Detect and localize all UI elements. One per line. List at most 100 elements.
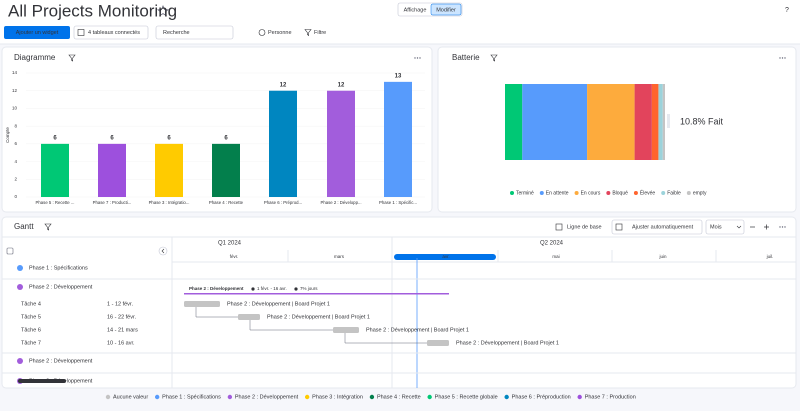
legend-label: Phase 5 : Recette globale: [435, 394, 498, 400]
menu-dot[interactable]: [784, 57, 786, 59]
help-button[interactable]: ?: [785, 7, 789, 14]
bar[interactable]: [155, 143, 183, 197]
menu-dot[interactable]: [781, 57, 784, 59]
y-tick-label: 6: [14, 141, 17, 146]
boards-button[interactable]: [73, 25, 149, 40]
value-label: 6: [110, 135, 114, 141]
zoom-in[interactable]: [764, 224, 769, 230]
page-title: All Projects Monitoring: [8, 1, 177, 20]
star-icon[interactable]: [156, 4, 170, 17]
legend-dot: [504, 394, 509, 400]
search-placeholder[interactable]: Recherche: [163, 30, 190, 36]
battery-segment[interactable]: [505, 84, 523, 160]
search-box[interactable]: [155, 25, 234, 40]
legend-dot: [304, 394, 310, 400]
menu-dot[interactable]: [779, 226, 781, 228]
task-bar-label: Phase 2 : Développement | Board Projet 1: [456, 340, 559, 346]
y-tick-label: 4: [14, 159, 17, 164]
battery-segment[interactable]: [587, 84, 635, 160]
filter-button[interactable]: Filtre: [314, 30, 326, 36]
bar[interactable]: [269, 90, 297, 197]
menu-dot[interactable]: [414, 57, 416, 59]
summary-dot: [251, 287, 255, 291]
legend-dot: [633, 191, 638, 195]
toggle-option[interactable]: Modifier: [436, 7, 456, 13]
task-dates: 10 - 16 avr.: [107, 340, 135, 346]
value-label: 12: [280, 82, 287, 88]
legend-dot: [574, 191, 579, 195]
person-icon[interactable]: [258, 29, 266, 36]
x-tick-label: Phase 7 : Producti...: [93, 200, 132, 205]
filter-icon[interactable]: [68, 54, 76, 62]
button-label[interactable]: 4 tableaux connectés: [88, 30, 140, 36]
task-bar[interactable]: [238, 314, 260, 320]
legend-dot: [105, 394, 111, 400]
month-label: avr.: [442, 254, 449, 259]
task-label[interactable]: Tâche 4: [21, 301, 41, 307]
menu-dot[interactable]: [784, 226, 786, 228]
group-label[interactable]: Phase 1 : Spécifications: [29, 265, 88, 271]
legend-label: Phase 6 : Préproduction: [512, 394, 571, 400]
task-label[interactable]: Tâche 7: [21, 340, 41, 346]
menu-dot[interactable]: [781, 226, 784, 228]
baseline-toggle[interactable]: Ligne de base: [567, 224, 602, 230]
scroll-left[interactable]: [158, 246, 168, 256]
person-filter[interactable]: Personne: [268, 30, 292, 36]
quarter-label: Q1 2024: [218, 241, 242, 247]
filter-icon[interactable]: [304, 29, 312, 37]
baseline-icon[interactable]: [555, 223, 563, 231]
value-label: 6: [224, 135, 228, 141]
value-label: 6: [53, 135, 57, 141]
bar[interactable]: [98, 143, 126, 197]
collapse-icon[interactable]: [6, 247, 14, 255]
task-bar[interactable]: [333, 327, 359, 333]
bar[interactable]: [327, 90, 355, 197]
bar[interactable]: [41, 143, 69, 197]
scale-value[interactable]: Mois: [710, 224, 722, 230]
task-dates: 14 - 21 mars: [107, 327, 138, 333]
menu-dot[interactable]: [779, 57, 781, 59]
add-widget-button[interactable]: [4, 26, 70, 39]
task-bar[interactable]: [427, 340, 449, 346]
y-tick-label: 8: [14, 123, 17, 128]
battery-segment[interactable]: [662, 84, 665, 160]
battery-segment[interactable]: [522, 84, 588, 160]
filter-icon[interactable]: [490, 54, 498, 62]
bar[interactable]: [212, 143, 240, 197]
battery-segment[interactable]: [651, 84, 659, 160]
value-label: 6: [167, 135, 171, 141]
widget-title: Batterie: [452, 53, 480, 62]
task-bar-label: Phase 2 : Développement | Board Projet 1: [227, 301, 330, 307]
toggle-option[interactable]: Affichage: [404, 7, 427, 13]
help-ring[interactable]: [781, 4, 793, 16]
bar[interactable]: [384, 81, 412, 197]
legend-label: En cours: [581, 190, 601, 196]
group-label[interactable]: Phase 2 : Développement: [29, 358, 93, 364]
battery-segment[interactable]: [658, 84, 663, 160]
legend-label: Phase 2 : Développement: [235, 394, 299, 400]
menu-dot[interactable]: [416, 57, 419, 59]
group-label[interactable]: Phase 2 : Développement: [29, 284, 93, 290]
battery-segment[interactable]: [634, 84, 652, 160]
button-label[interactable]: Ajuster automatiquement: [632, 224, 694, 230]
autofit-button[interactable]: [611, 219, 703, 235]
x-tick-label: Phase 3 : Intégratio...: [149, 200, 190, 205]
menu-dot[interactable]: [419, 57, 421, 59]
button-label[interactable]: Ajouter un widget: [16, 30, 59, 36]
task-label[interactable]: Tâche 6: [21, 327, 41, 333]
month-label: mars: [334, 254, 345, 259]
task-bar[interactable]: [184, 301, 220, 307]
month-label: juil.: [766, 254, 774, 259]
legend-label: Terminé: [516, 190, 534, 196]
group-dot: [17, 265, 23, 271]
board-icon: [77, 29, 85, 36]
filter-icon[interactable]: [44, 223, 52, 231]
scale-select[interactable]: [705, 219, 745, 235]
y-axis-label: Compte: [5, 127, 10, 143]
gantt-card: [1, 216, 797, 389]
summary-bar[interactable]: [184, 293, 449, 295]
task-label[interactable]: Tâche 5: [21, 314, 41, 320]
x-tick-label: Phase 1 : Spécific...: [379, 200, 417, 205]
legend-label: Bloqué: [612, 190, 628, 196]
dependency-arrow: [249, 320, 333, 331]
